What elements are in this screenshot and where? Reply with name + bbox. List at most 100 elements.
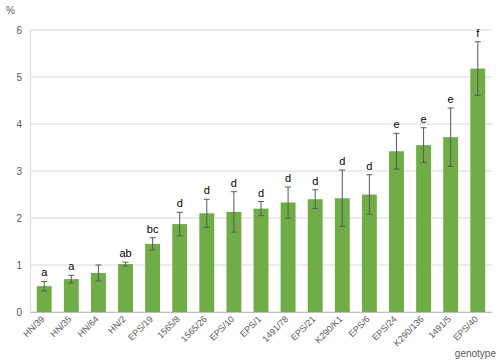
error-stem xyxy=(288,187,289,218)
x-tick: EPS/40 xyxy=(451,312,480,343)
error-stem xyxy=(125,262,126,266)
significance-letter: a xyxy=(41,266,48,278)
bar xyxy=(470,69,485,312)
error-stem xyxy=(71,275,72,283)
error-cap xyxy=(285,186,291,187)
error-stem xyxy=(152,238,153,250)
error-bar xyxy=(177,212,183,236)
error-cap xyxy=(204,199,210,200)
x-tick-label: 1491/78 xyxy=(260,314,290,344)
x-tick-label: EPS/40 xyxy=(451,314,480,343)
x-tick-label: K290/136 xyxy=(391,314,425,348)
error-bar xyxy=(41,281,47,290)
x-tick-label: EPS/19 xyxy=(126,314,155,343)
x-tick-label: HN/64 xyxy=(76,314,101,339)
bar xyxy=(416,145,431,312)
y-tick-label: 0 xyxy=(16,307,22,318)
y-tick: 2 xyxy=(16,213,30,224)
error-bar xyxy=(475,42,481,96)
significance-letter: e xyxy=(393,118,399,130)
y-tick: 4 xyxy=(16,119,30,130)
error-stem xyxy=(206,199,207,227)
error-cap xyxy=(68,275,74,276)
error-bar xyxy=(421,128,427,163)
x-tick-label: EPS/6 xyxy=(347,314,372,339)
y-axis-title: % xyxy=(6,5,15,16)
y-tick: 6 xyxy=(16,25,30,36)
error-bar xyxy=(339,170,345,226)
error-cap xyxy=(312,208,318,209)
x-tick: EPS/6 xyxy=(347,312,372,339)
y-axis-line xyxy=(30,31,31,313)
error-cap xyxy=(95,280,101,281)
error-stem xyxy=(342,170,343,226)
error-cap xyxy=(393,133,399,134)
bar xyxy=(389,151,404,312)
y-tick-label: 2 xyxy=(16,213,22,224)
error-cap xyxy=(366,174,372,175)
x-tick: EPS/19 xyxy=(126,312,155,343)
error-bar xyxy=(95,265,101,281)
plot: 0123456HN/39HN/35HN/64HN/2EPS/191565/815… xyxy=(16,25,492,349)
error-cap xyxy=(41,290,47,291)
error-cap xyxy=(448,166,454,167)
error-bar xyxy=(258,202,264,216)
error-bar xyxy=(123,262,129,266)
error-cap xyxy=(204,227,210,228)
x-tick: HN/35 xyxy=(48,312,73,339)
error-stem xyxy=(233,192,234,232)
significance-letter: d xyxy=(366,160,372,172)
bar xyxy=(118,264,133,312)
error-cap xyxy=(393,169,399,170)
y-tick: 1 xyxy=(16,260,30,271)
error-stem xyxy=(261,202,262,216)
x-tick-label: EPS/10 xyxy=(207,314,236,343)
error-bar xyxy=(204,199,210,227)
bar xyxy=(145,244,160,312)
chart: 0123456HN/39HN/35HN/64HN/2EPS/191565/815… xyxy=(0,0,500,361)
x-tick: 1565/8 xyxy=(155,312,182,341)
bar xyxy=(281,202,296,312)
y-tick-label: 4 xyxy=(16,119,22,130)
x-tick: 1565/26 xyxy=(179,312,209,344)
y-tick: 3 xyxy=(16,166,30,177)
x-tick: K290/K1 xyxy=(313,312,344,345)
error-cap xyxy=(231,191,237,192)
significance-letter: d xyxy=(177,197,183,209)
x-tick: 1491/78 xyxy=(260,312,290,344)
bar xyxy=(199,213,214,312)
x-tick-label: EPS/1 xyxy=(238,314,263,339)
x-tick: EPS/10 xyxy=(207,312,236,343)
error-cap xyxy=(339,226,345,227)
error-stem xyxy=(450,108,451,166)
error-stem xyxy=(179,212,180,236)
significance-letter: ab xyxy=(119,247,131,259)
letters: aaabbcddddddddeeef xyxy=(41,27,480,279)
bar xyxy=(64,279,79,312)
significance-letter: d xyxy=(204,184,210,196)
x-tick: EPS/1 xyxy=(238,312,263,339)
error-stem xyxy=(396,133,397,169)
error-cap xyxy=(421,162,427,163)
error-stem xyxy=(315,190,316,209)
error-cap xyxy=(258,201,264,202)
error-cap xyxy=(177,212,183,213)
error-bar xyxy=(150,238,156,250)
x-axis-title: genotype xyxy=(455,348,497,359)
error-bar xyxy=(393,133,399,169)
grid-line xyxy=(30,30,492,31)
error-bar xyxy=(68,275,74,283)
bar xyxy=(172,224,187,312)
grid-line xyxy=(30,77,492,78)
error-bar xyxy=(312,190,318,209)
error-cap xyxy=(95,265,101,266)
error-bar xyxy=(366,175,372,214)
error-cap xyxy=(421,127,427,128)
error-cap xyxy=(150,249,156,250)
x-tick-label: 1565/26 xyxy=(179,314,209,344)
error-cap xyxy=(231,232,237,233)
x-tick: HN/2 xyxy=(106,312,128,336)
error-stem xyxy=(369,175,370,214)
x-tick-label: K290/K1 xyxy=(313,314,344,345)
error-cap xyxy=(339,170,345,171)
